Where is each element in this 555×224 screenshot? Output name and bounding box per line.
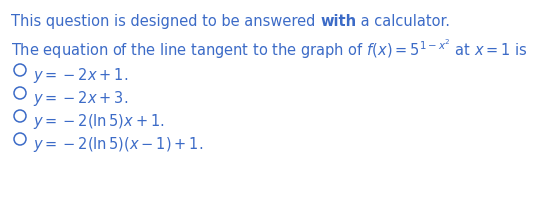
Text: $y = -2(\ln 5)(x - 1) + 1.$: $y = -2(\ln 5)(x - 1) + 1.$: [33, 135, 203, 154]
Text: $y = -2x + 3.$: $y = -2x + 3.$: [33, 89, 128, 108]
Text: The equation of the line tangent to the graph of $f(x)=5^{1-x^2}$ at $x=1$ is: The equation of the line tangent to the …: [11, 37, 528, 60]
Text: $y = -2(\ln 5)x + 1.$: $y = -2(\ln 5)x + 1.$: [33, 112, 165, 131]
Text: with: with: [320, 14, 356, 29]
Text: a calculator.: a calculator.: [356, 14, 450, 29]
Text: $y = -2x + 1.$: $y = -2x + 1.$: [33, 66, 128, 85]
Text: This question is designed to be answered: This question is designed to be answered: [11, 14, 320, 29]
